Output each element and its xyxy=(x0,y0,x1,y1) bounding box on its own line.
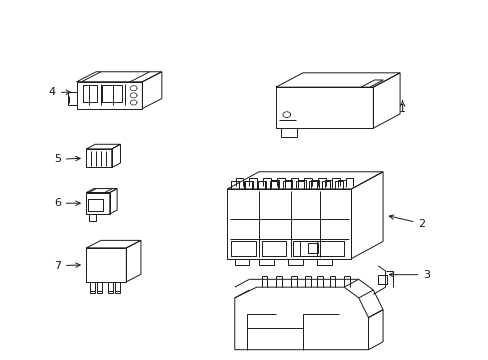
Text: 4: 4 xyxy=(49,87,70,98)
Text: 3: 3 xyxy=(388,270,429,280)
Text: 2: 2 xyxy=(388,215,425,229)
Text: 1: 1 xyxy=(398,101,405,113)
Text: 6: 6 xyxy=(54,198,80,208)
Text: 5: 5 xyxy=(54,154,80,164)
Text: 7: 7 xyxy=(54,261,80,271)
